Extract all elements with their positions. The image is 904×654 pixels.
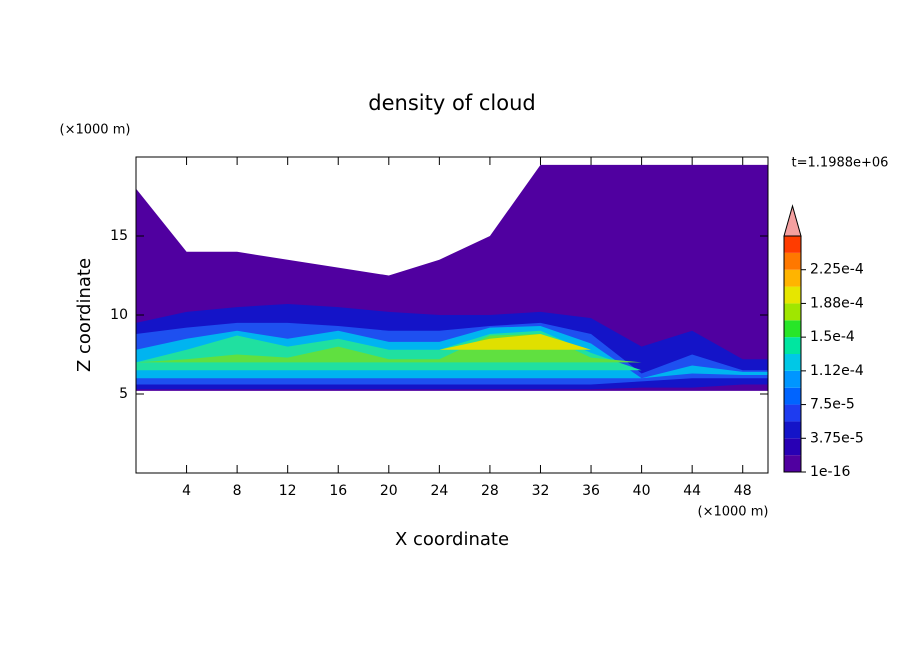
x-tick-label: 40 (633, 483, 651, 499)
colorbar-tick-label: 7.5e-5 (810, 397, 855, 413)
x-tick-label: 36 (582, 483, 600, 499)
x-tick-label: 32 (532, 483, 550, 499)
x-unit: (×1000 m) (698, 505, 769, 520)
y-axis-label: Z coordinate (74, 258, 95, 372)
y-unit: (×1000 m) (60, 123, 131, 138)
x-tick-label: 24 (430, 483, 448, 499)
y-tick-label: 5 (119, 386, 128, 402)
colorbar-tick-label: 2.25e-4 (810, 262, 864, 278)
colorbar-frame (783, 235, 802, 473)
y-tick-label: 10 (110, 307, 128, 323)
colorbar-band (784, 303, 801, 321)
colorbar-band (784, 404, 801, 422)
x-tick-label: 48 (734, 483, 752, 499)
colorbar-band (784, 269, 801, 287)
colorbar-band (784, 320, 801, 338)
colorbar-band (784, 236, 801, 253)
colorbar-band (784, 438, 801, 456)
contour-band (136, 333, 768, 363)
x-tick-label: 44 (683, 483, 701, 499)
x-tick-label: 20 (380, 483, 398, 499)
colorbar-band (784, 387, 801, 405)
colorbar-band (784, 455, 801, 472)
colorbar-band (784, 252, 801, 270)
x-axis-label: X coordinate (395, 529, 509, 550)
colorbar-tick-label: 3.75e-5 (810, 430, 864, 446)
chart-title: density of cloud (368, 91, 535, 115)
colorbar-band (784, 337, 801, 354)
x-tick-label: 4 (182, 483, 191, 499)
x-tick-label: 16 (329, 483, 347, 499)
colorbar-tick-label: 1.12e-4 (810, 363, 864, 379)
colorbar-tick-label: 1.88e-4 (810, 295, 864, 311)
colorbar-band (784, 421, 801, 439)
y-tick-label: 15 (110, 228, 128, 244)
colorbar-band (784, 370, 801, 388)
colorbar-tick-label: 1e-16 (810, 464, 850, 480)
x-tick-label: 8 (233, 483, 242, 499)
colorbar-tick-label: 1.5e-4 (810, 329, 855, 345)
colorbar-extend (783, 204, 802, 237)
colorbar-band (784, 354, 801, 371)
time-label: t=1.1988e+06 (792, 156, 889, 171)
x-tick-label: 12 (279, 483, 297, 499)
x-tick-label: 28 (481, 483, 499, 499)
colorbar-band (784, 286, 801, 304)
